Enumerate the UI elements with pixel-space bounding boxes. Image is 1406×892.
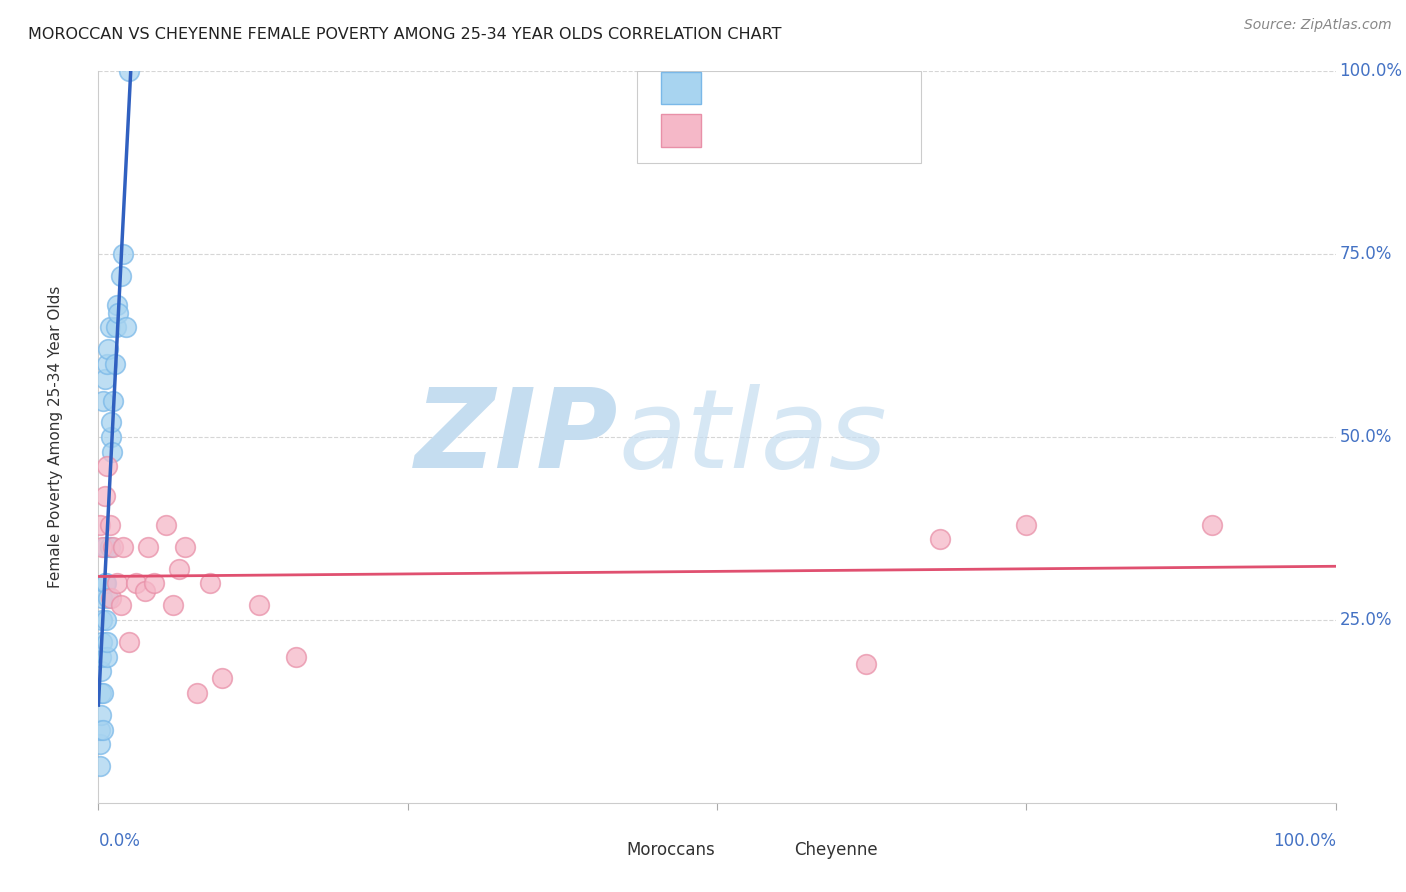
Point xyxy=(143,576,166,591)
Point xyxy=(91,613,114,627)
Point xyxy=(174,540,197,554)
Point xyxy=(855,657,877,671)
Point xyxy=(105,576,128,591)
Point xyxy=(186,686,208,700)
Text: 0.809: 0.809 xyxy=(754,79,810,97)
Point xyxy=(114,320,136,334)
Point xyxy=(89,723,111,737)
Point xyxy=(103,357,125,371)
Point xyxy=(98,517,121,532)
Point xyxy=(100,430,122,444)
Text: Cheyenne: Cheyenne xyxy=(794,841,877,859)
Text: N =: N = xyxy=(823,121,873,139)
Point xyxy=(247,599,270,613)
Point xyxy=(103,393,125,408)
Point xyxy=(285,649,308,664)
Text: 100.0%: 100.0% xyxy=(1272,832,1336,850)
Point xyxy=(96,357,118,371)
Text: 75.0%: 75.0% xyxy=(1340,245,1392,263)
Point xyxy=(118,64,141,78)
Point xyxy=(155,517,177,532)
Text: 28: 28 xyxy=(884,121,910,139)
Text: 0.074: 0.074 xyxy=(754,121,810,139)
Point xyxy=(98,540,121,554)
Point xyxy=(93,489,115,503)
Text: 25.0%: 25.0% xyxy=(1340,611,1392,629)
Point xyxy=(96,649,118,664)
Point xyxy=(90,664,112,678)
Text: Source: ZipAtlas.com: Source: ZipAtlas.com xyxy=(1244,18,1392,32)
Bar xyxy=(661,113,702,146)
Point xyxy=(93,686,115,700)
Point xyxy=(928,533,950,547)
Text: 50.0%: 50.0% xyxy=(1340,428,1392,446)
Point xyxy=(91,591,114,605)
Point xyxy=(89,517,111,532)
Point xyxy=(90,708,112,723)
Point xyxy=(91,635,114,649)
Bar xyxy=(761,839,787,862)
Point xyxy=(93,576,115,591)
Point xyxy=(93,371,115,385)
Point xyxy=(134,583,156,598)
Point xyxy=(105,298,128,312)
Text: R =: R = xyxy=(716,79,755,97)
FancyBboxPatch shape xyxy=(637,71,921,162)
Point xyxy=(93,540,115,554)
Text: Female Poverty Among 25-34 Year Olds: Female Poverty Among 25-34 Year Olds xyxy=(48,286,63,588)
Point xyxy=(89,759,111,773)
Point xyxy=(93,393,115,408)
Point xyxy=(112,540,135,554)
Point xyxy=(100,416,122,430)
Text: 37: 37 xyxy=(884,79,910,97)
Point xyxy=(124,576,146,591)
Point xyxy=(90,686,112,700)
Bar xyxy=(661,71,702,104)
Point xyxy=(94,613,117,627)
Point xyxy=(136,540,159,554)
Point xyxy=(118,635,141,649)
Point xyxy=(1015,517,1038,532)
Text: MOROCCAN VS CHEYENNE FEMALE POVERTY AMONG 25-34 YEAR OLDS CORRELATION CHART: MOROCCAN VS CHEYENNE FEMALE POVERTY AMON… xyxy=(28,27,782,42)
Point xyxy=(98,320,121,334)
Point xyxy=(110,599,132,613)
Text: atlas: atlas xyxy=(619,384,887,491)
Point xyxy=(93,723,115,737)
Point xyxy=(96,459,118,474)
Point xyxy=(97,591,120,605)
Point xyxy=(198,576,221,591)
Point xyxy=(94,576,117,591)
Text: 0.0%: 0.0% xyxy=(98,832,141,850)
Point xyxy=(90,649,112,664)
Point xyxy=(89,737,111,751)
Point xyxy=(103,540,125,554)
Point xyxy=(104,320,127,334)
Point xyxy=(162,599,184,613)
Point xyxy=(96,635,118,649)
Point xyxy=(112,247,135,261)
Point xyxy=(101,444,124,458)
Point xyxy=(91,540,114,554)
Text: ZIP: ZIP xyxy=(415,384,619,491)
Point xyxy=(1201,517,1223,532)
Text: N =: N = xyxy=(823,79,873,97)
Text: 100.0%: 100.0% xyxy=(1340,62,1402,80)
Point xyxy=(107,306,129,320)
Text: R =: R = xyxy=(716,121,755,139)
Point xyxy=(211,672,233,686)
Point xyxy=(97,343,120,357)
Point xyxy=(100,591,122,605)
Bar xyxy=(593,839,620,862)
Point xyxy=(167,562,190,576)
Text: Moroccans: Moroccans xyxy=(627,841,716,859)
Point xyxy=(110,269,132,284)
